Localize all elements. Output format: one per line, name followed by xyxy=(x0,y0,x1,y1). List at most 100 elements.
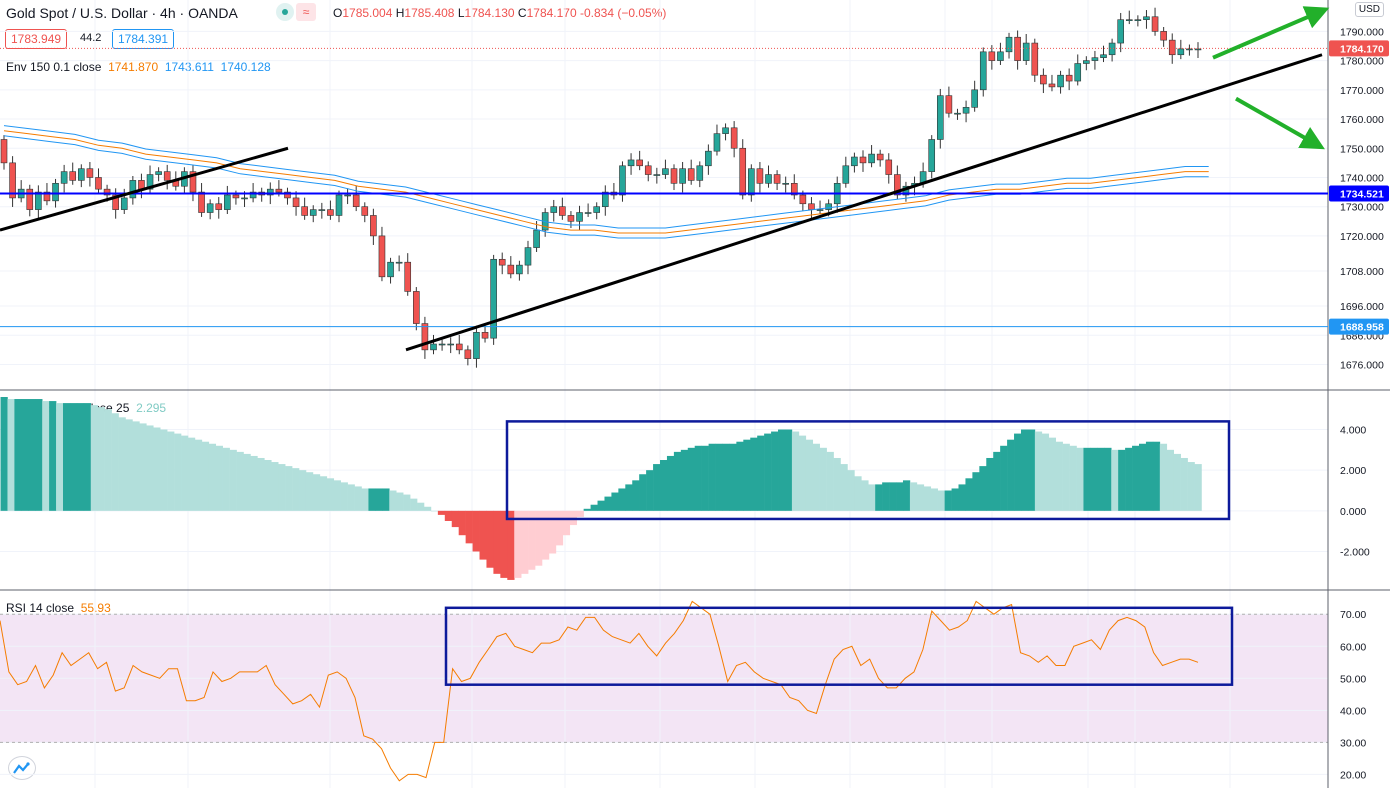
macd-bar xyxy=(305,472,314,511)
candle-body xyxy=(1022,42,1030,61)
macd-bar xyxy=(1125,447,1133,511)
macd-bar xyxy=(743,439,751,511)
macd-bar xyxy=(882,482,890,511)
macd-bar xyxy=(930,488,938,511)
macd-bar xyxy=(944,490,952,511)
candle-body xyxy=(26,188,34,210)
macd-bar xyxy=(1083,447,1091,511)
candle-body xyxy=(1074,63,1082,82)
price-tick-label: 1780.000 xyxy=(1340,56,1384,68)
macd-tick-label: 2.000 xyxy=(1340,465,1366,477)
candle-body xyxy=(653,174,661,176)
candle-body xyxy=(1186,48,1193,51)
macd-bar xyxy=(847,470,855,511)
candle-body xyxy=(945,95,953,114)
candle-body xyxy=(859,156,867,164)
macd-bar xyxy=(257,457,265,511)
macd-bar xyxy=(1097,447,1105,511)
macd-bar xyxy=(1062,443,1070,511)
candle-body xyxy=(198,191,205,213)
candle-body xyxy=(971,89,978,108)
candle-body xyxy=(438,343,446,346)
candle-body xyxy=(327,209,334,216)
rsi-tick-label: 30.00 xyxy=(1340,737,1366,749)
envelope-legend[interactable]: Env 150 0.1 close 1741.870 1743.611 1740… xyxy=(6,60,271,74)
macd-bar xyxy=(701,445,709,511)
macd-bar xyxy=(319,476,328,511)
macd-bar xyxy=(784,429,793,511)
candle-body xyxy=(928,139,936,172)
ask-price-button[interactable]: 1784.391 xyxy=(112,29,175,49)
candle-body xyxy=(1117,19,1124,44)
candle-body xyxy=(464,349,472,359)
price-tag-1688-958: 1688.958 xyxy=(1329,318,1389,335)
market-open-dot-icon xyxy=(276,3,294,21)
price-tag-label: 1734.521 xyxy=(1340,188,1384,200)
macd-bar xyxy=(1187,462,1195,511)
macd-bar xyxy=(1104,447,1112,511)
candle-body xyxy=(524,247,532,266)
candle-body xyxy=(215,203,223,210)
macd-bar xyxy=(1173,453,1181,511)
candle-body xyxy=(894,174,901,196)
price-tag-label: 1784.170 xyxy=(1340,43,1384,55)
macd-bar xyxy=(1152,441,1161,511)
symbol-title[interactable]: Gold Spot / U.S. Dollar · 4h · OANDA xyxy=(6,5,238,21)
macd-bar xyxy=(965,478,973,511)
arrow-down xyxy=(1235,96,1325,150)
macd-bar xyxy=(444,510,453,521)
candle-body xyxy=(1100,54,1107,58)
candle-body xyxy=(748,168,755,196)
candle-body xyxy=(516,264,523,275)
macd-bar xyxy=(292,468,300,511)
macd-bar xyxy=(361,488,369,511)
macd-bar xyxy=(1145,441,1154,511)
macd-bar xyxy=(923,486,932,511)
rsi-tick-label: 20.00 xyxy=(1340,769,1366,781)
macd-bar xyxy=(694,445,702,511)
macd-bar xyxy=(167,431,175,511)
candle-body xyxy=(584,212,592,214)
candle-body xyxy=(1143,16,1150,20)
macd-bar xyxy=(708,443,716,511)
candle-body xyxy=(430,343,437,351)
candle-body xyxy=(1151,16,1159,32)
rsi-legend[interactable]: RSI 14 close 55.93 xyxy=(6,601,111,615)
macd-bar xyxy=(229,449,237,511)
envelope-upper-value: 1743.611 xyxy=(164,60,214,74)
macd-bar xyxy=(541,510,550,560)
macd-bar xyxy=(403,494,411,511)
candle-body xyxy=(301,206,308,216)
candle-body xyxy=(112,194,119,210)
macd-bar xyxy=(0,397,8,511)
candle-body xyxy=(885,159,893,175)
macd-bar xyxy=(7,399,15,511)
macd-bar xyxy=(347,484,355,511)
macd-bar xyxy=(375,488,383,511)
macd-bar xyxy=(278,464,286,511)
candle-body xyxy=(86,168,94,178)
candle-body xyxy=(0,139,8,164)
macd-bar xyxy=(798,435,807,511)
price-tick-label: 1730.000 xyxy=(1340,202,1384,214)
candle-body xyxy=(103,188,111,196)
currency-button[interactable]: USD xyxy=(1354,2,1384,17)
tradingview-logo-icon[interactable] xyxy=(8,756,36,780)
macd-bar xyxy=(1194,464,1202,511)
candle-body xyxy=(1083,60,1090,64)
candle-body xyxy=(284,191,291,199)
macd-bar xyxy=(618,488,626,511)
trendline-rising xyxy=(405,53,1323,352)
candle-body xyxy=(696,165,704,181)
candle-body xyxy=(962,107,970,114)
candle-body xyxy=(292,197,300,207)
macd-bar xyxy=(1076,447,1084,511)
macd-bar xyxy=(423,506,432,511)
candle-body xyxy=(644,165,652,175)
candle-body xyxy=(1048,83,1056,88)
market-status-icons[interactable]: ≈ xyxy=(276,3,316,21)
macd-bar xyxy=(535,510,543,566)
candle-body xyxy=(842,165,850,184)
candle-body xyxy=(224,194,231,210)
